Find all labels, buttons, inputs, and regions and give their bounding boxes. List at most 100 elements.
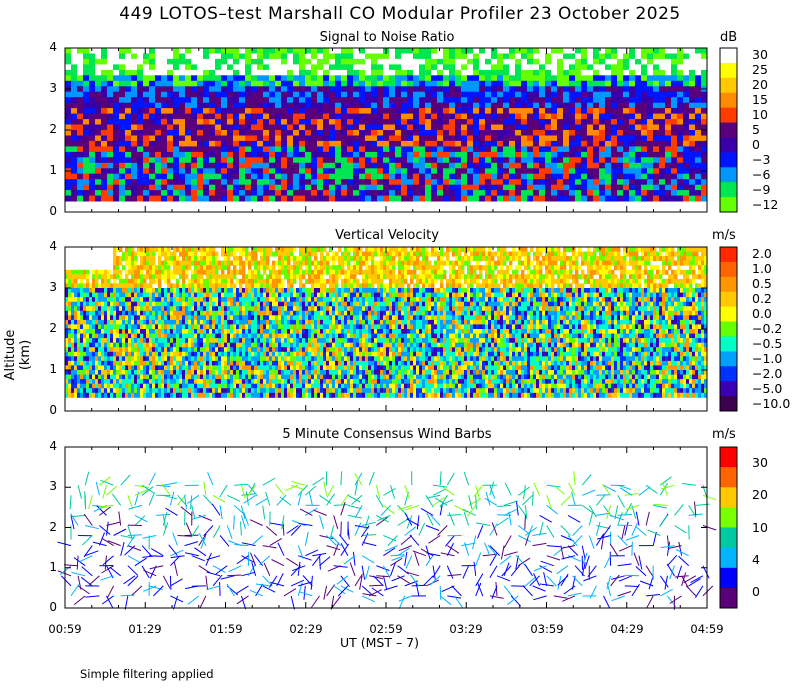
velocity-cell [251,319,255,325]
velocity-cell [65,365,69,371]
snr-cell [377,58,384,65]
snr-cell [131,113,138,120]
velocity-cell [185,319,189,325]
velocity-cell [209,383,213,389]
snr-cell [449,113,456,120]
snr-cell [581,195,588,202]
snr-cell [221,48,228,54]
snr-cell [323,179,330,186]
velocity-cell [194,383,198,389]
velocity-cell [242,306,246,312]
velocity-cell [77,306,81,312]
snr-cell [509,102,516,109]
velocity-cell [248,315,252,321]
snr-cell [191,124,198,131]
velocity-cell [185,356,189,362]
snr-cell [341,151,348,158]
snr-cell [335,190,342,196]
velocity-cell [191,374,195,380]
snr-cell [359,190,366,196]
velocity-cell [212,347,216,353]
velocity-cell [116,360,120,366]
snr-cell [605,58,612,65]
velocity-cell [221,269,225,275]
snr-cell [305,69,312,76]
snr-cell [239,108,246,114]
snr-cell [587,80,594,87]
snr-cell [113,179,120,186]
velocity-cell [101,297,105,303]
snr-cell [407,102,414,109]
snr-cell [77,64,84,71]
snr-cell [95,130,102,136]
snr-cell [413,135,420,142]
snr-cell [461,184,468,191]
snr-cell [215,108,222,114]
velocity-cell [113,392,117,398]
velocity-cell [167,324,171,330]
snr-cell [653,48,660,54]
snr-cell [365,75,372,82]
snr-cell [221,102,228,109]
snr-cell [515,157,522,164]
snr-cell [467,140,474,147]
velocity-cell [230,342,234,348]
velocity-cell [194,347,198,353]
snr-cell [455,53,462,60]
snr-cell [455,140,462,147]
velocity-cell [74,392,78,398]
snr-cell [131,195,138,202]
snr-cell [551,179,558,186]
velocity-cell [107,383,111,389]
snr-cell [161,179,168,186]
snr-cell [593,146,600,153]
snr-cell [581,64,588,71]
velocity-cell [101,342,105,348]
velocity-cell [149,306,153,312]
snr-cell [239,64,246,71]
velocity-cell [134,329,138,334]
snr-cell [491,80,498,87]
velocity-cell [251,329,255,334]
snr-cell [431,168,438,175]
velocity-cell [86,360,90,366]
snr-cell [305,97,312,104]
snr-cell [473,151,480,158]
velocity-cell [122,333,126,339]
velocity-cell [215,324,219,330]
velocity-cell [113,342,117,348]
snr-cell [605,69,612,76]
snr-cell [593,97,600,104]
snr-cell [89,119,96,125]
snr-cell [305,140,312,147]
snr-cell [443,184,450,191]
snr-cell [467,173,474,180]
velocity-cell [137,319,141,325]
snr-cell [173,184,180,191]
snr-cell [431,108,438,114]
velocity-cell [188,283,192,289]
snr-cell [203,69,210,76]
snr-cell [281,151,288,158]
snr-cell [515,146,522,153]
snr-cell [107,119,114,125]
snr-cell [617,75,624,82]
velocity-cell [128,306,132,312]
velocity-cell [89,374,93,380]
snr-cell [227,135,234,142]
velocity-cell [206,356,210,362]
velocity-cell [149,324,153,330]
snr-cell [353,168,360,175]
snr-cell [641,75,648,82]
snr-cell [275,75,282,82]
velocity-cell [182,347,186,353]
footnote: Simple filtering applied [80,667,214,681]
velocity-cell [188,329,192,334]
velocity-cell [218,329,222,334]
velocity-cell [68,306,72,312]
velocity-cell [215,365,219,371]
snr-cell [293,195,300,202]
snr-cell [281,64,288,71]
snr-cell [311,140,318,147]
snr-cell [413,119,420,125]
